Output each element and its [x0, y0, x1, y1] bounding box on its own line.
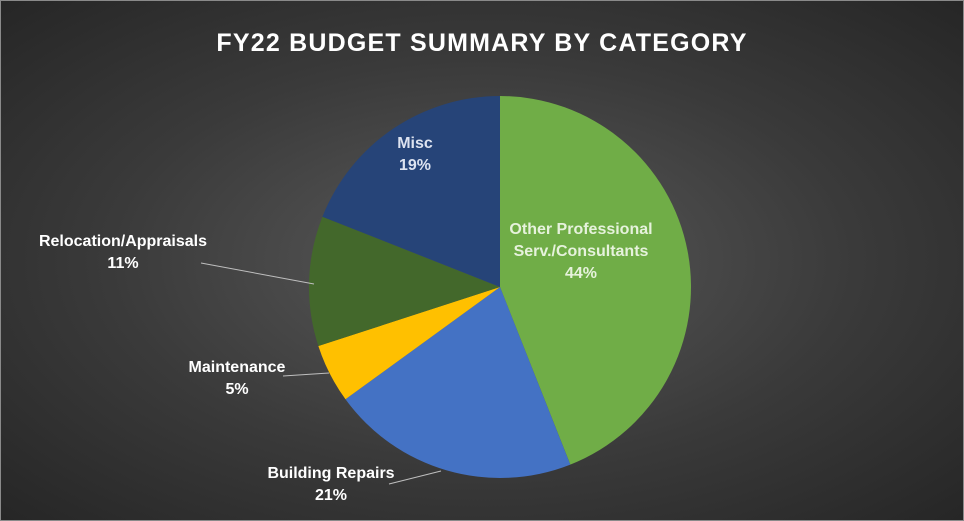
- pie-slice: [318, 287, 500, 400]
- slice-label: Other Professional Serv./Consultants 44%: [491, 219, 671, 285]
- slice-label: Misc 19%: [355, 133, 475, 177]
- slice-name: Other Professional Serv./Consultants: [509, 221, 653, 260]
- pie-slice: [500, 96, 691, 465]
- pie-slice: [345, 287, 571, 478]
- slice-name: Maintenance: [188, 359, 286, 376]
- slice-value: 11%: [107, 255, 139, 272]
- slice-label: Building Repairs 21%: [231, 463, 431, 507]
- slice-value: 21%: [314, 487, 348, 504]
- chart-title: FY22 BUDGET SUMMARY BY CATEGORY: [216, 29, 748, 57]
- slice-value: 19%: [398, 157, 432, 174]
- slice-name: Relocation/Appraisals: [38, 233, 208, 250]
- slice-value: 44%: [564, 265, 598, 282]
- slice-name: Building Repairs: [267, 465, 395, 482]
- slice-name: Misc: [397, 135, 433, 152]
- leader-line: [200, 262, 315, 285]
- leader-line: [388, 470, 442, 485]
- slice-label: Maintenance 5%: [137, 357, 337, 401]
- leader-line: [282, 372, 330, 377]
- slice-value: 5%: [225, 381, 249, 398]
- pie-slice: [322, 95, 500, 287]
- slice-label: Relocation/Appraisals 11%: [13, 231, 233, 275]
- pie-slice: [309, 216, 500, 347]
